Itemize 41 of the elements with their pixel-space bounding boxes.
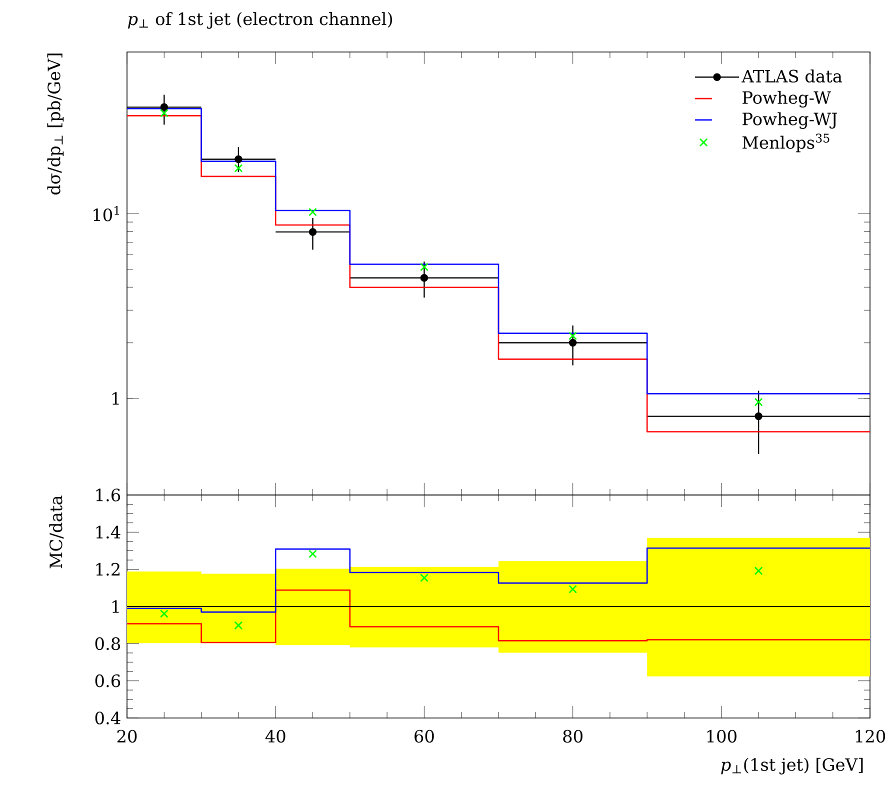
chart-title: p$_{⊥}$ of 1st jet (electron channel): [128, 12, 392, 29]
point: [754, 412, 762, 420]
point: [234, 621, 243, 630]
point: [568, 332, 578, 340]
point: [234, 155, 242, 164]
point: [308, 208, 317, 216]
legend-label: Powheg-WJ: [742, 112, 838, 129]
point: [308, 550, 317, 558]
legend-label: ATLAS data: [742, 69, 842, 83]
point: [160, 610, 168, 618]
point: [308, 228, 317, 236]
x-tick-label: 20: [117, 730, 137, 743]
x-tick-label: 40: [265, 730, 286, 743]
y-tick-label: 1: [112, 600, 119, 613]
y-axis-title: MC/data: [49, 496, 64, 568]
x-tick-label: 100: [707, 730, 736, 743]
legend-label: Menlops$^{35}$: [742, 134, 830, 152]
y-tick-label: 1.6: [96, 488, 120, 502]
point: [568, 338, 577, 347]
point: [568, 584, 578, 594]
x-tick-label: 60: [414, 730, 434, 743]
point: [160, 103, 168, 112]
point: [420, 574, 428, 582]
y-axis-title: dσ/dp$_{⊥}$ [pb/GeV]: [47, 54, 64, 195]
point: [234, 164, 243, 173]
point: [754, 566, 763, 576]
y-tick-label: 10$^{1}$: [94, 206, 119, 222]
y-tick-label: 1.4: [96, 526, 120, 539]
point: [420, 262, 428, 272]
x-tick-label: 120: [856, 730, 886, 743]
y-tick-label: 0.8: [95, 637, 120, 650]
x-axis-title: p$_{⊥}$(1st jet) [GeV]: [721, 758, 863, 774]
point: [420, 274, 428, 282]
y-tick-label: 0.6: [95, 674, 120, 688]
x-tick-label: 80: [563, 730, 582, 743]
legend-label: Powheg-W: [742, 90, 831, 108]
y-tick-label: 1: [112, 392, 119, 405]
point: [754, 398, 763, 406]
y-tick-label: 1.2: [96, 562, 120, 576]
point: [160, 108, 168, 118]
y-tick-label: 0.4: [95, 712, 120, 724]
